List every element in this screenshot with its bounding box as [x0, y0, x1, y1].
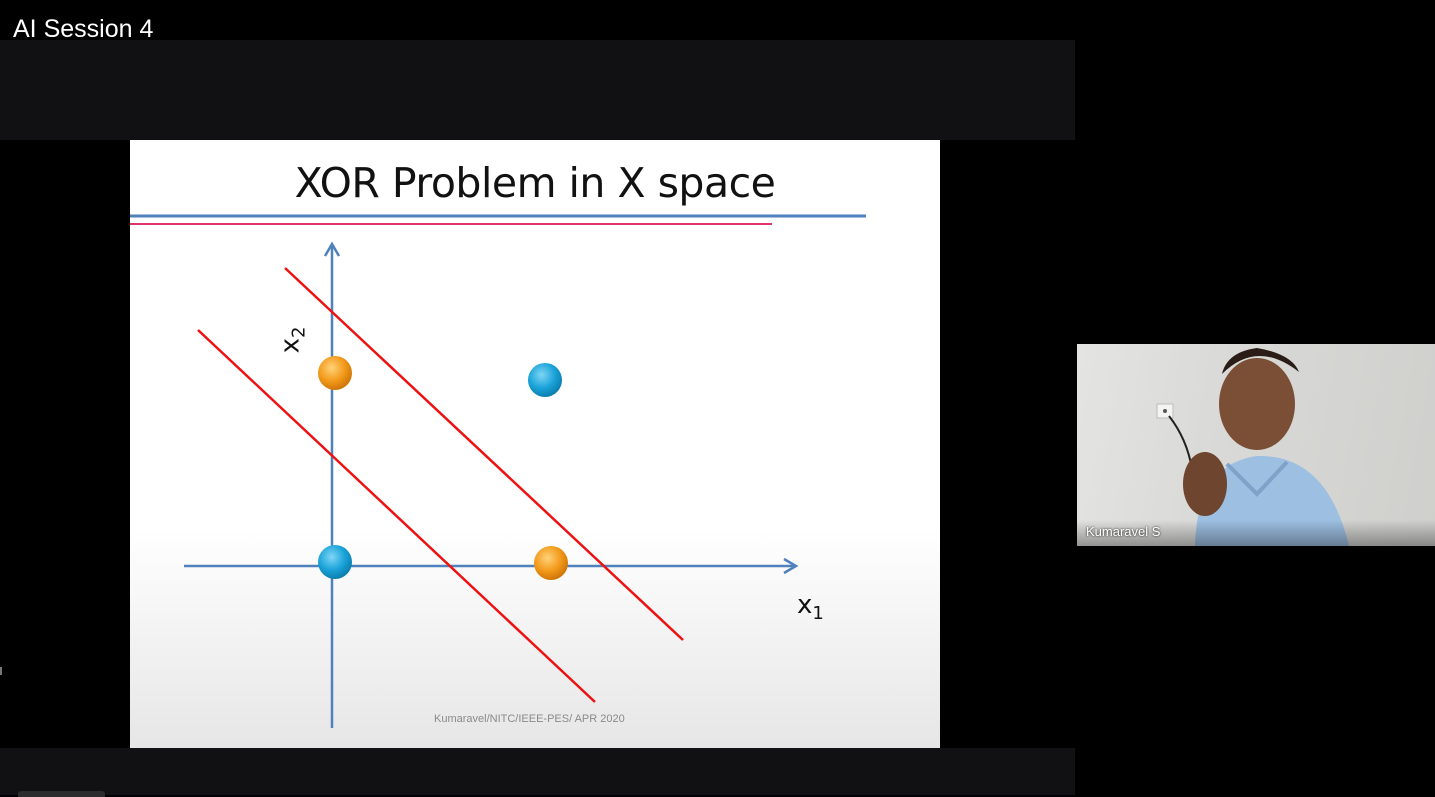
window-title: AI Session 4 — [13, 15, 154, 43]
top-bar — [0, 40, 1075, 140]
x2-axis-label: x2 — [275, 326, 310, 354]
shared-slide: XOR Problem in X space x1 x2 Kumarav — [130, 140, 940, 748]
decision-boundary-upper — [284, 267, 684, 641]
x-axis-arrow — [783, 557, 799, 575]
point-orange-10 — [534, 546, 568, 580]
participant-video-tile[interactable]: Kumaravel S — [1077, 344, 1435, 546]
left-edge-marker — [0, 667, 2, 675]
slide-title: XOR Problem in X space — [294, 159, 776, 207]
bottom-control-handle[interactable] — [18, 791, 105, 797]
participant-name: Kumaravel S — [1086, 524, 1161, 539]
decision-boundary-lower — [197, 329, 596, 703]
point-orange-01 — [318, 356, 352, 390]
bottom-bar — [0, 748, 1075, 795]
point-blue-origin — [318, 545, 352, 579]
x1-axis-label: x1 — [797, 590, 824, 624]
point-blue-11 — [528, 363, 562, 397]
video-name-shade — [1077, 520, 1435, 546]
y-axis-arrow — [323, 241, 341, 257]
xor-plot — [130, 214, 866, 728]
participant-video-frame — [1156, 348, 1349, 546]
slide-footer: Kumaravel/NITC/IEEE-PES/ APR 2020 — [434, 713, 625, 725]
